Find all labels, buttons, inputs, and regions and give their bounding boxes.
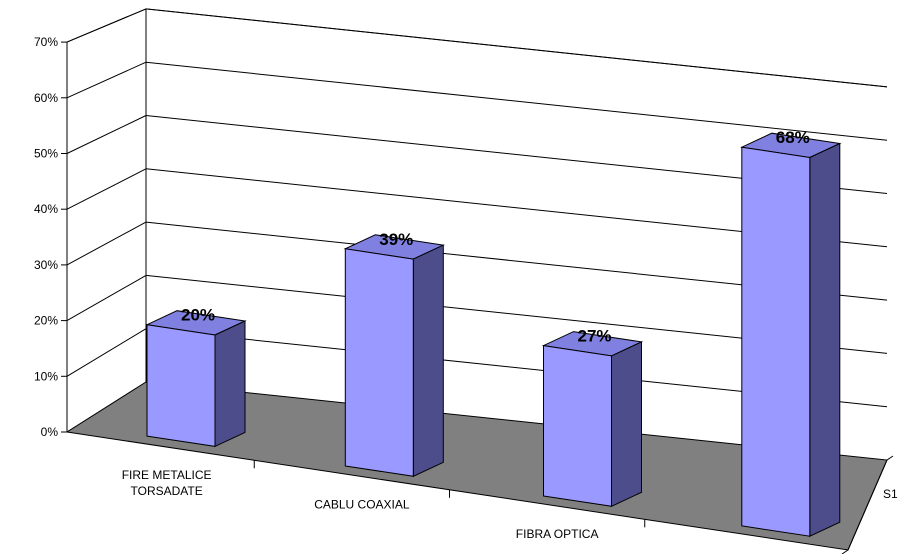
y-tick-label: 20% [34,314,58,328]
gridline-side [66,221,147,266]
y-tick-label: 50% [34,147,58,161]
x-category-label: CABLU COAXIAL [314,498,410,512]
bar [741,146,811,537]
bars [145,132,842,537]
data-label: 20% [181,306,215,325]
depth-tick [841,549,849,555]
y-tick-label: 40% [34,202,58,216]
bar-side-face [214,320,246,448]
gridline-side [66,8,147,43]
y-tick-label: 60% [34,91,58,105]
gridline-side [66,61,147,99]
x-category-label: TORSADATE [131,484,203,498]
bar-side-face [412,244,444,478]
x-category-label: FIRE METALICE [122,468,212,482]
labels: 0% 10% 20% 30% 40% 50% 60% 70% S1 20% FIRE METALIC… [34,35,898,559]
gridline-side [66,115,147,154]
depth-axis-line [847,459,888,551]
x-category-label: FIBRA OPTICA [516,527,599,541]
y-tick-label: 30% [34,258,58,272]
gridline-back [145,8,888,88]
bar [146,324,216,447]
y-tick-label: 70% [34,35,58,49]
y-tick-label: 0% [41,425,59,439]
bar [344,248,414,477]
y-tick-label: 10% [34,369,58,383]
gridline-side [66,168,147,210]
gridline-side [66,328,147,377]
data-label: 39% [379,230,413,249]
series-axis-label: S1 [883,487,898,501]
bar-side-face [809,142,841,537]
bar [543,345,612,507]
depth-tick [886,455,894,461]
gridline-back [145,61,888,141]
data-label: 27% [577,327,611,346]
gridline-side [66,274,147,322]
data-label: 68% [776,128,810,147]
bar-side-face [611,341,642,508]
axes [61,41,894,555]
